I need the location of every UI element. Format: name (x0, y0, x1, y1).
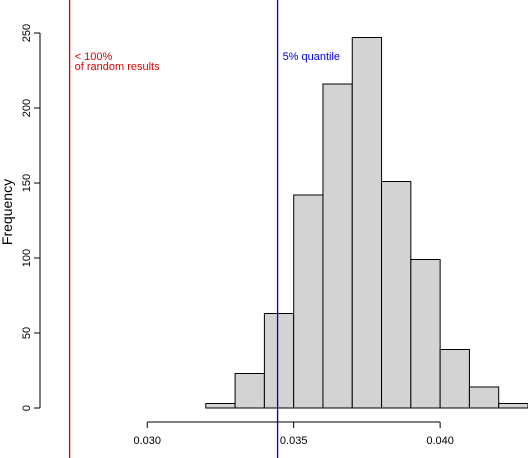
x-tick-label: 0.030 (133, 435, 161, 447)
histogram-bar (498, 403, 528, 409)
y-tick-label: 250 (21, 24, 33, 42)
y-tick-label: 200 (21, 99, 33, 117)
histogram-bar (410, 259, 441, 409)
histogram-bar (205, 403, 236, 409)
reference-line-label: of random results (75, 61, 160, 73)
histogram-bar (234, 373, 265, 409)
y-tick-label: 150 (21, 174, 33, 192)
y-tick-label: 100 (21, 249, 33, 267)
histogram-bar (263, 313, 295, 409)
histogram-bar (351, 37, 383, 409)
histogram-bars (205, 37, 528, 409)
histogram-bar (293, 194, 324, 409)
histogram-bar (468, 386, 500, 409)
x-axis: 0.030 0.035 0.040 (133, 421, 454, 447)
x-tick-label: 0.040 (426, 435, 454, 447)
histogram-bar (381, 181, 412, 409)
x-tick-label: 0.035 (280, 435, 308, 447)
y-tick-label: 0 (21, 405, 33, 411)
histogram-bar (322, 83, 353, 409)
histogram-bar (439, 349, 470, 409)
y-axis-title: Frequency (0, 179, 15, 245)
y-axis: 0 50 100 150 200 250 (21, 24, 41, 411)
y-tick-label: 50 (21, 327, 33, 339)
reference-line-label: 5% quantile (283, 51, 341, 63)
reference-lines: < 100%of random results 5% quantile (68, 0, 341, 458)
reference-line-label: < 100% (75, 51, 113, 63)
